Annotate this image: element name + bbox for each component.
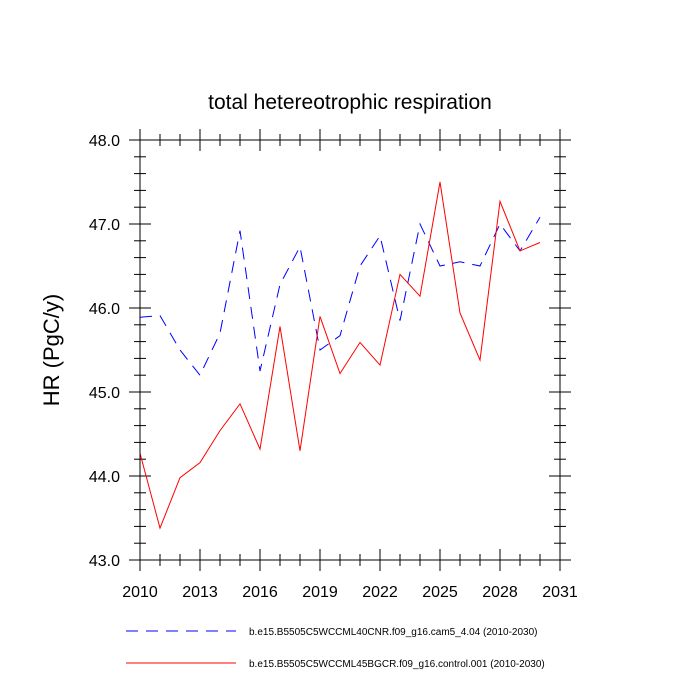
x-tick-label: 2010 (122, 584, 158, 601)
plot-frame (139, 139, 561, 561)
y-axis-label: HR (PgC/y) (39, 294, 64, 406)
chart-title: total hetereotrophic respiration (208, 91, 492, 114)
y-tick-label: 45.0 (89, 385, 120, 402)
x-tick-label: 2028 (482, 584, 518, 601)
y-tick-label: 43.0 (89, 553, 120, 570)
x-tick-label: 2013 (182, 584, 218, 601)
legend-label-1: b.e15.B5505C5WCCML40CNR.f09_g16.cam5_4.0… (249, 627, 538, 638)
y-tick-label: 44.0 (89, 469, 120, 486)
legend: b.e15.B5505C5WCCML40CNR.f09_g16.cam5_4.0… (126, 627, 545, 670)
legend-label-2: b.e15.B5505C5WCCML45BGCR.f09_g16.control… (249, 659, 545, 670)
x-tick-label: 2016 (242, 584, 278, 601)
y-tick-label: 48.0 (89, 133, 120, 150)
series-line-1 (139, 217, 541, 377)
y-tick-label: 47.0 (89, 217, 120, 234)
tick-labels: 2010 2013 2016 2019 2022 2025 2028 2031 43.0 44.0… (89, 133, 578, 601)
x-tick-label: 2031 (542, 584, 578, 601)
x-tick-label: 2019 (302, 584, 338, 601)
series-lines (139, 181, 541, 530)
x-tick-label: 2022 (362, 584, 398, 601)
y-tick-label: 46.0 (89, 301, 120, 318)
x-tick-label: 2025 (422, 584, 458, 601)
series-line-2 (139, 181, 541, 530)
